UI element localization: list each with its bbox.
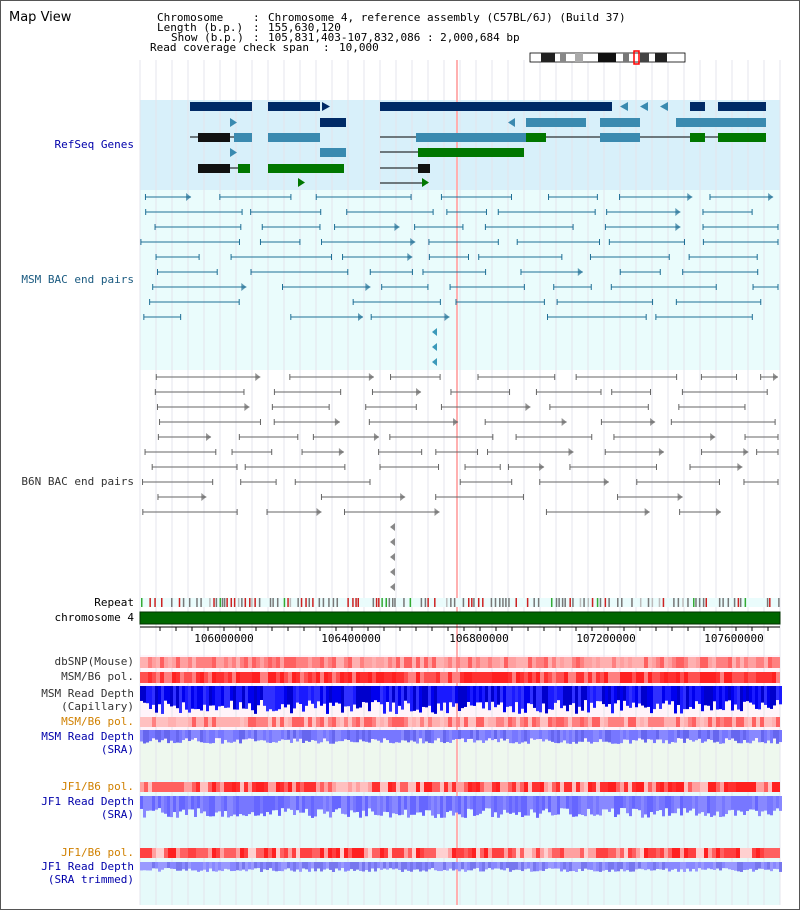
refseq-gene-models	[190, 102, 766, 187]
info-span-sep: :	[323, 41, 330, 54]
axis-tick-label: 107200000	[576, 632, 636, 645]
axis-tick-label: 106000000	[194, 632, 254, 645]
info-chromosome-sep: :	[253, 11, 260, 24]
dbsnp-heat-track	[140, 657, 780, 668]
track-label-msm-depth-capillary-1: MSM Read Depth	[41, 687, 134, 700]
info-show-key: Show (b.p.)	[171, 31, 244, 44]
jf1-pol1-heat-track	[140, 782, 780, 792]
info-span-key: Read coverage check span	[150, 41, 309, 54]
repeat-track	[141, 598, 780, 607]
axis-tick-label: 107600000	[704, 632, 764, 645]
track-label-jf1-depth-trimmed-2: (SRA trimmed)	[47, 873, 134, 886]
axis-tick-label: 106400000	[321, 632, 381, 645]
track-label-repeat: Repeat	[94, 596, 134, 609]
info-length-sep: :	[253, 21, 260, 34]
track-label-msm-depth-sra-1: MSM Read Depth	[41, 730, 134, 743]
axis-tick-label: 106800000	[449, 632, 509, 645]
track-label-msm-bac[interactable]: MSM BAC end pairs	[21, 273, 134, 286]
track-label-jf1-depth-sra-1: JF1 Read Depth	[41, 795, 134, 808]
track-label-refseq[interactable]: RefSeq Genes	[54, 138, 134, 151]
position-axis	[159, 627, 769, 631]
info-length-value: 155,630,120	[268, 21, 341, 34]
track-label-b6n-bac[interactable]: B6N BAC end pairs	[21, 475, 134, 488]
info-chromosome-key: Chromosome	[157, 11, 224, 24]
msm-bac-end-pairs	[140, 193, 779, 366]
track-label-msm-depth-sra-2: (SRA)	[100, 743, 134, 756]
jf1-depth-sra-track	[140, 796, 782, 818]
track-label-jf1-depth-sra-2: (SRA)	[100, 808, 134, 821]
track-label-msm-pol1: MSM/B6 pol.	[61, 670, 134, 683]
track-label-jf1-pol1: JF1/B6 pol.	[61, 780, 134, 793]
b6n-bac-end-pairs	[142, 373, 779, 591]
msm-pol1-heat-track	[140, 672, 780, 683]
jf1-pol2-heat-track	[140, 848, 780, 858]
msm-depth-sra-track	[140, 730, 782, 744]
track-label-dbsnp: dbSNP(Mouse)	[54, 655, 134, 668]
jf1-depth-trimmed-track	[140, 862, 782, 872]
vertical-gridlines	[139, 60, 781, 905]
info-show-sep: :	[253, 31, 260, 44]
info-span-value: 10,000	[339, 41, 379, 54]
info-length-key: Length (b.p.)	[157, 21, 244, 34]
track-label-jf1-depth-trimmed-1: JF1 Read Depth	[41, 860, 134, 873]
chromosome-ideogram	[529, 50, 686, 65]
msm-pol2-heat-track	[140, 717, 780, 727]
page-title: Map View	[9, 10, 72, 25]
chromosome-bar	[139, 611, 781, 625]
track-label-msm-pol2: MSM/B6 pol.	[61, 715, 134, 728]
info-show-value: 105,831,403-107,832,086 : 2,000,684 bp	[268, 31, 520, 44]
track-label-chromosome: chromosome 4	[54, 611, 134, 624]
track-label-jf1-pol2: JF1/B6 pol.	[61, 846, 134, 859]
track-label-msm-depth-capillary-2: (Capillary)	[61, 700, 134, 713]
info-chromosome-value: Chromosome 4, reference assembly (C57BL/…	[268, 11, 626, 24]
repeat-track-bg	[140, 598, 780, 607]
msm-depth-capillary-track	[140, 686, 782, 714]
